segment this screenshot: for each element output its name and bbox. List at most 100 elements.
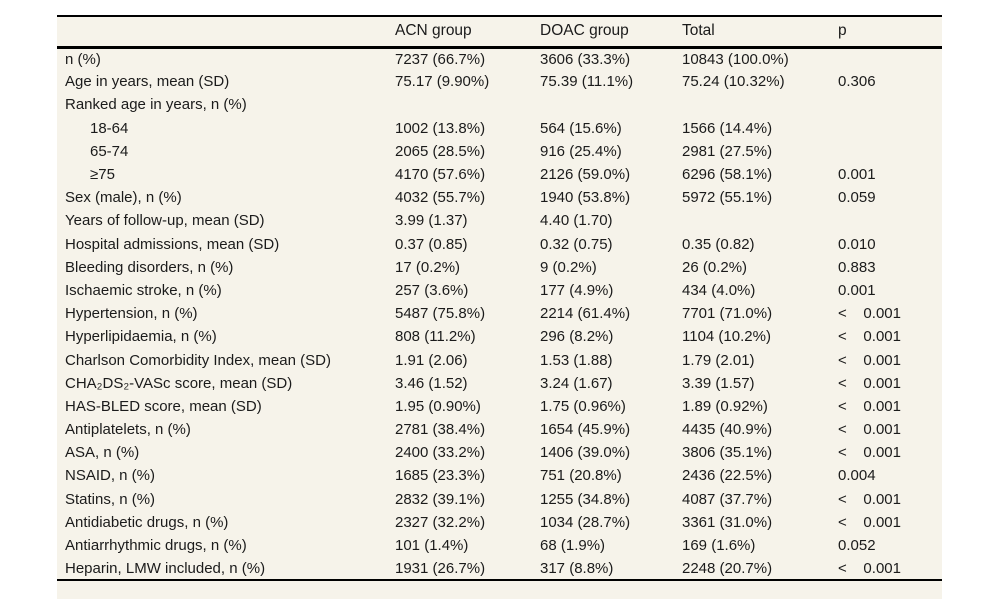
p-value xyxy=(838,140,942,163)
table-row: Hypertension, n (%) 5487 (75.8%) 2214 (6… xyxy=(57,302,942,325)
acn-value: 2832 (39.1%) xyxy=(395,490,486,508)
acn-value xyxy=(395,93,540,116)
row-label: 65-74 xyxy=(90,142,129,160)
total-value: 75.24 (10.32%) xyxy=(682,73,785,91)
row-label: Bleeding disorders, n (%) xyxy=(65,258,234,276)
table-row: Antiplatelets, n (%) 2781 (38.4%) 1654 (… xyxy=(57,418,942,441)
total-value: 1566 (14.4%) xyxy=(682,119,773,137)
acn-value: 1685 (23.3%) xyxy=(395,467,486,485)
acn-value: 4032 (55.7%) xyxy=(395,189,486,207)
acn-value: 2327 (32.2%) xyxy=(395,513,486,531)
total-value: 434 (4.0%) xyxy=(682,281,756,299)
doac-value: 564 (15.6%) xyxy=(540,119,622,137)
acn-value: 2400 (33.2%) xyxy=(395,444,486,462)
p-value xyxy=(838,47,942,70)
table-row: NSAID, n (%) 1685 (23.3%) 751 (20.8%) 24… xyxy=(57,464,942,487)
doac-value: 2214 (61.4%) xyxy=(540,305,631,323)
p-value: 0.004 xyxy=(838,467,876,485)
doac-value: 1406 (39.0%) xyxy=(540,444,631,462)
acn-value: 17 (0.2%) xyxy=(395,258,461,276)
total-value xyxy=(682,209,838,232)
p-value: 0.001 xyxy=(838,281,876,299)
total-value: 1104 (10.2%) xyxy=(682,328,771,346)
doac-value: 2126 (59.0%) xyxy=(540,166,631,184)
acn-value: 7237 (66.7%) xyxy=(395,50,486,68)
doac-value: 1940 (53.8%) xyxy=(540,189,631,207)
acn-value: 1.95 (0.90%) xyxy=(395,397,481,415)
doac-value: 177 (4.9%) xyxy=(540,281,614,299)
total-value: 6296 (58.1%) xyxy=(682,166,773,184)
p-value: < 0.001 xyxy=(838,513,901,531)
row-label: NSAID, n (%) xyxy=(65,467,156,485)
row-label: Charlson Comorbidity Index, mean (SD) xyxy=(65,351,331,369)
p-value: < 0.001 xyxy=(838,351,901,369)
table-row: ASA, n (%) 2400 (33.2%) 1406 (39.0%) 380… xyxy=(57,441,942,464)
doac-value: 1654 (45.9%) xyxy=(540,421,631,439)
p-value: 0.059 xyxy=(838,189,876,207)
doac-value: 3.24 (1.67) xyxy=(540,374,613,392)
p-value: 0.052 xyxy=(838,537,876,555)
acn-value: 1931 (26.7%) xyxy=(395,559,486,577)
table-row: Antidiabetic drugs, n (%) 2327 (32.2%) 1… xyxy=(57,511,942,534)
acn-value: 5487 (75.8%) xyxy=(395,305,486,323)
total-value: 26 (0.2%) xyxy=(682,258,748,276)
p-value xyxy=(838,93,942,116)
table-row: Ischaemic stroke, n (%) 257 (3.6%) 177 (… xyxy=(57,279,942,302)
total-value: 4087 (37.7%) xyxy=(682,490,773,508)
total-value: 1.79 (2.01) xyxy=(682,351,755,369)
p-value: < 0.001 xyxy=(838,374,901,392)
total-value: 1.89 (0.92%) xyxy=(682,397,768,415)
doac-value: 317 (8.8%) xyxy=(540,559,614,577)
row-label: Heparin, LMW included, n (%) xyxy=(65,559,266,577)
total-value: 3806 (35.1%) xyxy=(682,444,773,462)
row-label: Antiplatelets, n (%) xyxy=(65,421,191,439)
row-label: 18-64 xyxy=(90,119,129,137)
p-value: < 0.001 xyxy=(838,421,901,439)
doac-value: 0.32 (0.75) xyxy=(540,235,613,253)
row-label: HAS-BLED score, mean (SD) xyxy=(65,397,262,415)
acn-value: 4170 (57.6%) xyxy=(395,166,486,184)
table-row: Sex (male), n (%) 4032 (55.7%) 1940 (53.… xyxy=(57,186,942,209)
doac-value: 916 (25.4%) xyxy=(540,142,622,160)
total-value: 169 (1.6%) xyxy=(682,537,756,555)
doac-value: 1.53 (1.88) xyxy=(540,351,613,369)
doac-value: 68 (1.9%) xyxy=(540,537,606,555)
table-body: n (%) 7237 (66.7%) 3606 (33.3%) 10843 (1… xyxy=(57,47,942,580)
paper-sheet: ACN group DOAC group Total p n (%) 7237 … xyxy=(57,15,942,599)
doac-value xyxy=(540,93,682,116)
total-value: 10843 (100.0%) xyxy=(682,50,789,68)
total-value: 2248 (20.7%) xyxy=(682,559,773,577)
row-label: n (%) xyxy=(65,50,101,68)
acn-value: 2781 (38.4%) xyxy=(395,421,486,439)
row-label: Age in years, mean (SD) xyxy=(65,73,230,91)
doac-value: 4.40 (1.70) xyxy=(540,212,613,230)
acn-value: 3.46 (1.52) xyxy=(395,374,468,392)
doac-value: 9 (0.2%) xyxy=(540,258,597,276)
p-value: < 0.001 xyxy=(838,559,901,577)
table-row: HAS-BLED score, mean (SD) 1.95 (0.90%) 1… xyxy=(57,395,942,418)
doac-value: 1.75 (0.96%) xyxy=(540,397,626,415)
table-row: ≥75 4170 (57.6%) 2126 (59.0%) 6296 (58.1… xyxy=(57,163,942,186)
column-header-label xyxy=(57,16,395,49)
total-value: 5972 (55.1%) xyxy=(682,189,773,207)
acn-value: 75.17 (9.90%) xyxy=(395,73,490,91)
doac-value: 1255 (34.8%) xyxy=(540,490,631,508)
total-value: 2436 (22.5%) xyxy=(682,467,773,485)
row-label: CHA₂DS₂-VASc score, mean (SD) xyxy=(65,374,293,392)
row-label: Hospital admissions, mean (SD) xyxy=(65,235,280,253)
row-label: Sex (male), n (%) xyxy=(65,189,182,207)
table-row: Ranked age in years, n (%) xyxy=(57,93,942,116)
p-value: 0.001 xyxy=(838,166,876,184)
table-row: Hyperlipidaemia, n (%) 808 (11.2%) 296 (… xyxy=(57,325,942,348)
total-value: 2981 (27.5%) xyxy=(682,142,773,160)
acn-value: 101 (1.4%) xyxy=(395,537,469,555)
p-value: < 0.001 xyxy=(838,444,901,462)
acn-value: 1002 (13.8%) xyxy=(395,119,486,137)
table-row: CHA₂DS₂-VASc score, mean (SD) 3.46 (1.52… xyxy=(57,372,942,395)
table-row: Heparin, LMW included, n (%) 1931 (26.7%… xyxy=(57,557,942,580)
table-header: ACN group DOAC group Total p xyxy=(57,16,942,49)
table-row: Bleeding disorders, n (%) 17 (0.2%) 9 (0… xyxy=(57,256,942,279)
row-label: Ischaemic stroke, n (%) xyxy=(65,281,222,299)
total-value: 3361 (31.0%) xyxy=(682,513,773,531)
